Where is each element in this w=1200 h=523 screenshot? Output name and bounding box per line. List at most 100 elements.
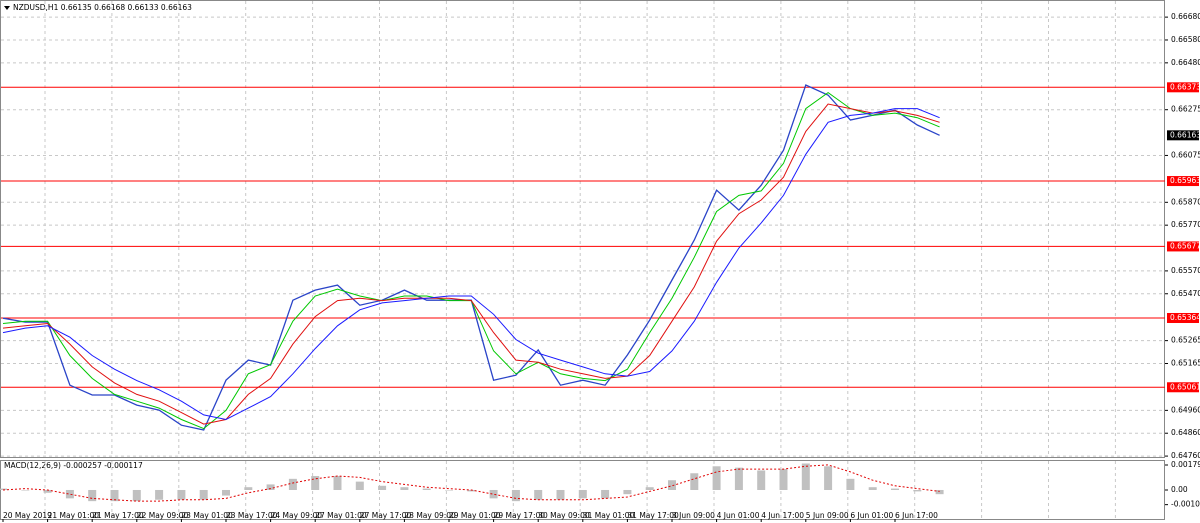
x-tick-label: 4 Jun 01:00 bbox=[717, 511, 760, 520]
x-tick-label: 29 May 17:00 bbox=[494, 511, 546, 520]
x-tick-label: 4 Jun 17:00 bbox=[761, 511, 804, 520]
y-tick-label: 0.00 bbox=[1171, 485, 1188, 494]
macd-bar bbox=[913, 489, 922, 492]
macd-bar bbox=[333, 476, 342, 490]
y-tick-label: 0.65770 bbox=[1171, 220, 1200, 229]
macd-bar bbox=[266, 484, 275, 490]
macd-bar bbox=[110, 489, 119, 502]
x-tick-label: 29 May 01:00 bbox=[449, 511, 501, 520]
macd-bar bbox=[690, 473, 699, 490]
macd-bar bbox=[21, 489, 30, 491]
y-tick-label: 0.65470 bbox=[1171, 289, 1200, 298]
moving-average bbox=[2, 108, 940, 421]
x-tick-label: 20 May 2019 bbox=[3, 511, 52, 520]
chart-title: NZDUSD,H1 0.66135 0.66168 0.66133 0.6616… bbox=[13, 3, 192, 12]
macd-bar bbox=[891, 488, 899, 490]
x-tick-label: 30 May 09:00 bbox=[538, 511, 590, 520]
macd-bar bbox=[244, 487, 253, 490]
macd-title: MACD(12,26,9) -0.000257 -0.000117 bbox=[4, 461, 143, 470]
x-tick-label: 24 May 09:00 bbox=[271, 511, 323, 520]
macd-bar bbox=[378, 485, 387, 490]
y-tick-label: 0.66580 bbox=[1171, 35, 1200, 44]
macd-bar bbox=[467, 489, 476, 492]
x-tick-label: 23 May 01:00 bbox=[181, 511, 233, 520]
x-tick-label: 27 May 17:00 bbox=[360, 511, 412, 520]
macd-bar bbox=[132, 489, 141, 502]
y-tick-label: 0.66275 bbox=[1171, 105, 1200, 114]
moving-average bbox=[2, 103, 940, 425]
x-tick-label: 21 May 17:00 bbox=[92, 511, 144, 520]
macd-bar bbox=[288, 478, 297, 490]
macd-bar bbox=[355, 481, 364, 490]
x-tick-label: 21 May 01:00 bbox=[48, 511, 100, 520]
y-tick-label: 0.66680 bbox=[1171, 12, 1200, 21]
macd-bar bbox=[43, 489, 52, 493]
macd-bar bbox=[712, 466, 721, 490]
macd-bar bbox=[199, 489, 208, 500]
price-frame bbox=[0, 0, 1165, 458]
y-tick-label: 0.64760 bbox=[1171, 451, 1200, 460]
x-tick-label: 22 May 09:00 bbox=[137, 511, 189, 520]
macd-bar bbox=[846, 478, 855, 490]
level-label: 0.65677 bbox=[1170, 241, 1200, 250]
y-tick-label: 0.65165 bbox=[1171, 358, 1200, 367]
x-tick-label: 6 Jun 17:00 bbox=[895, 511, 938, 520]
macd-bar bbox=[88, 489, 97, 502]
macd-bar bbox=[868, 487, 877, 490]
y-tick-label: 0.001791 bbox=[1171, 460, 1200, 469]
y-tick-label: 0.65265 bbox=[1171, 336, 1200, 345]
macd-bar bbox=[623, 489, 632, 495]
last-price-label: 0.66163 bbox=[1170, 130, 1200, 139]
dropdown-icon bbox=[4, 6, 10, 10]
x-tick-label: 6 Jun 01:00 bbox=[850, 511, 893, 520]
level-tag bbox=[1167, 82, 1199, 93]
macd-bar bbox=[801, 463, 810, 490]
macd-bar bbox=[489, 489, 498, 499]
y-tick-label: 0.65570 bbox=[1171, 266, 1200, 275]
macd-bar bbox=[422, 488, 431, 490]
level-tag bbox=[1167, 382, 1199, 393]
macd-bar bbox=[311, 476, 320, 490]
x-tick-label: 27 May 01:00 bbox=[315, 511, 367, 520]
macd-bar bbox=[601, 489, 610, 499]
level-tag bbox=[1167, 176, 1199, 187]
macd-bar bbox=[534, 489, 543, 500]
macd-bar bbox=[445, 489, 453, 491]
x-tick-label: 23 May 17:00 bbox=[226, 511, 278, 520]
macd-bar bbox=[757, 470, 766, 490]
macd-bar bbox=[65, 489, 74, 499]
level-label: 0.65963 bbox=[1170, 176, 1200, 185]
macd-bar bbox=[935, 489, 944, 495]
macd-bar bbox=[824, 466, 833, 490]
y-tick-label: 0.64860 bbox=[1171, 428, 1200, 437]
x-tick-label: 28 May 09:00 bbox=[404, 511, 456, 520]
macd-bar bbox=[578, 489, 587, 499]
macd-bar bbox=[177, 489, 186, 500]
y-tick-label: 0.66480 bbox=[1171, 58, 1200, 67]
level-label: 0.65364 bbox=[1170, 313, 1200, 322]
last-price-tag bbox=[1167, 130, 1199, 141]
y-tick-label: 0.65870 bbox=[1171, 197, 1200, 206]
macd-bar bbox=[779, 469, 788, 490]
level-label: 0.65061 bbox=[1170, 382, 1200, 391]
macd-bar bbox=[222, 489, 230, 496]
y-tick-label: 0.66075 bbox=[1171, 150, 1200, 159]
x-tick-label: 5 Jun 09:00 bbox=[806, 511, 849, 520]
x-tick-label: 3 Jun 09:00 bbox=[672, 511, 715, 520]
macd-bar bbox=[511, 489, 520, 502]
macd-bar bbox=[0, 488, 7, 490]
level-tag bbox=[1167, 241, 1199, 252]
level-tag bbox=[1167, 312, 1199, 323]
x-tick-label: 31 May 01:00 bbox=[583, 511, 635, 520]
y-tick-label: -0.001051 bbox=[1171, 500, 1200, 509]
macd-bar bbox=[155, 489, 164, 500]
macd-bar bbox=[734, 467, 743, 490]
y-tick-label: 0.64960 bbox=[1171, 405, 1200, 414]
x-tick-label: 31 May 17:00 bbox=[627, 511, 679, 520]
macd-bar bbox=[400, 487, 409, 490]
signal-line bbox=[2, 464, 940, 502]
macd-bar bbox=[645, 487, 654, 490]
macd-bar bbox=[668, 480, 676, 490]
